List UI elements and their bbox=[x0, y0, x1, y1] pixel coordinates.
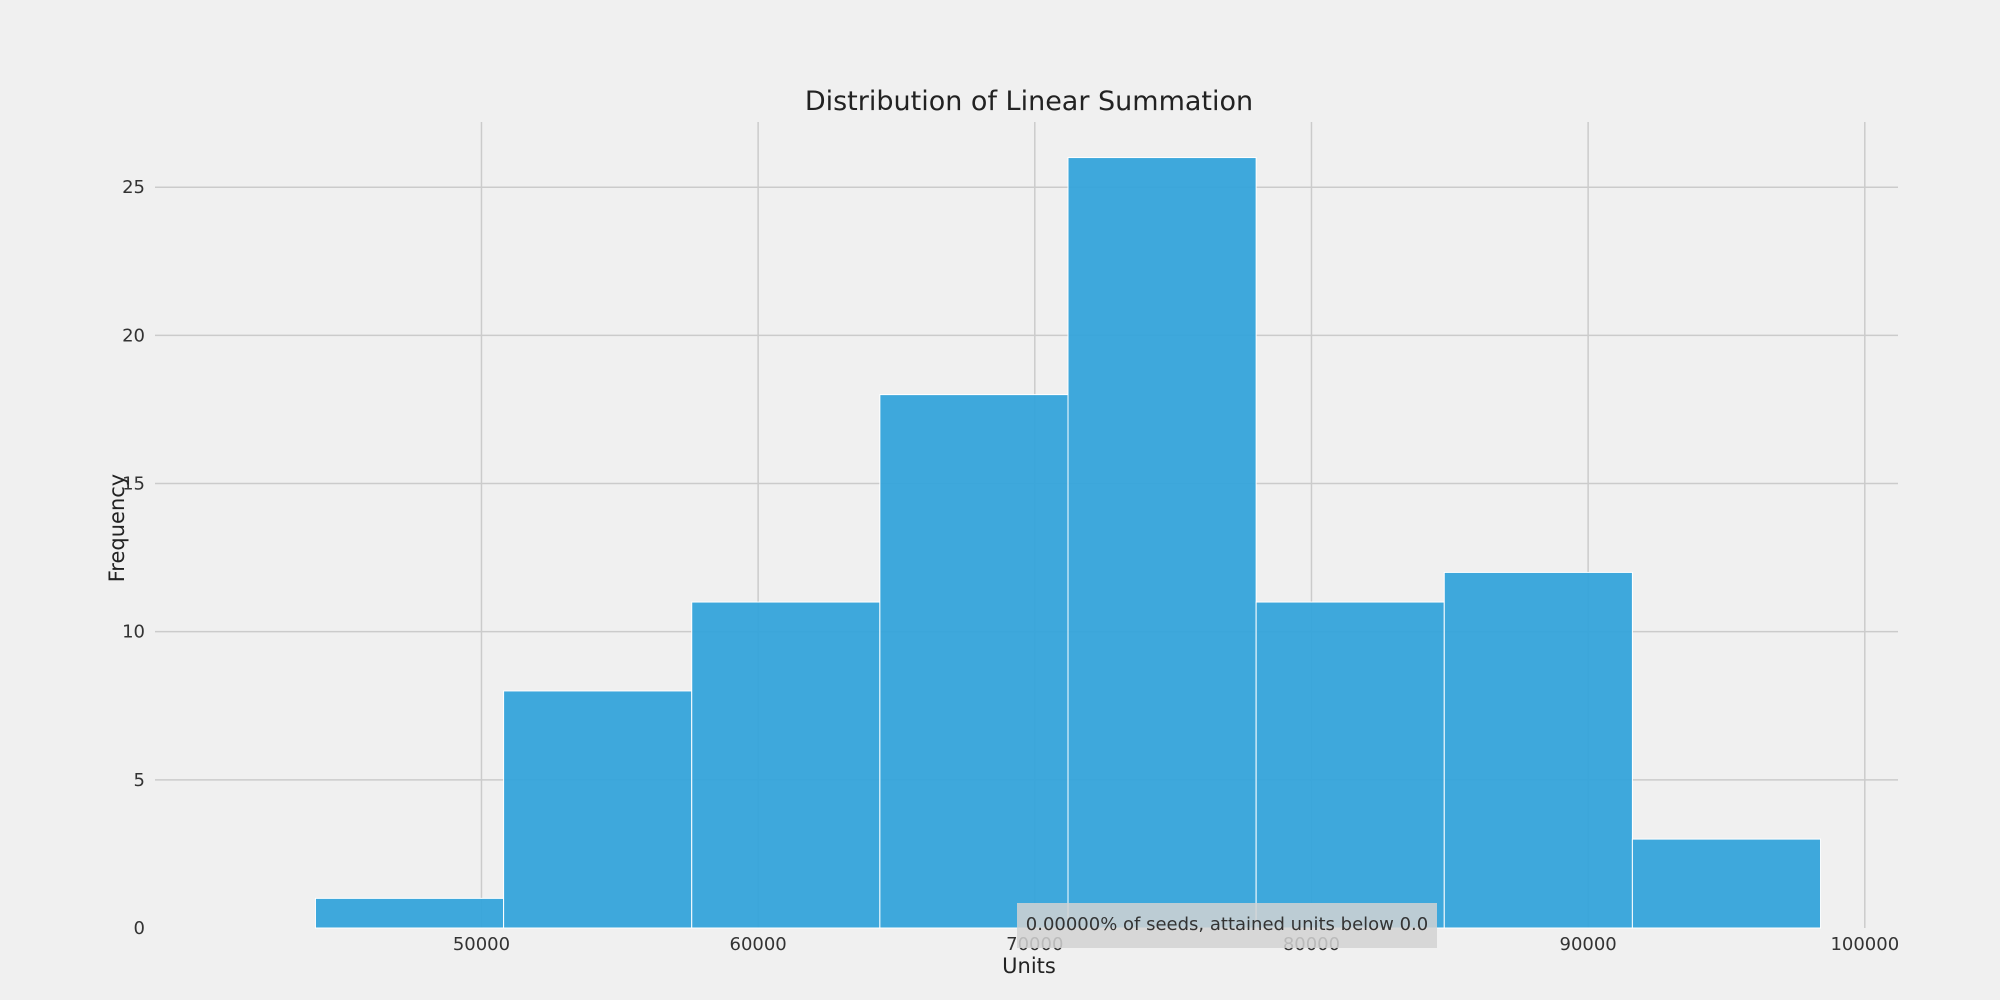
y-tick-label: 25 bbox=[122, 177, 145, 198]
histogram-bar bbox=[691, 601, 881, 929]
y-tick-label: 20 bbox=[122, 325, 145, 346]
x-tick-label: 50000 bbox=[453, 934, 510, 955]
bars bbox=[314, 157, 1822, 929]
x-tick-label: 60000 bbox=[730, 934, 787, 955]
x-tick-label: 100000 bbox=[1830, 934, 1899, 955]
histogram-bar bbox=[1255, 601, 1445, 929]
histogram-bar bbox=[1443, 571, 1633, 929]
y-tick-label: 5 bbox=[134, 770, 145, 791]
histogram-bar bbox=[1067, 157, 1257, 929]
y-tick-label: 0 bbox=[134, 918, 145, 939]
x-tick-label: 90000 bbox=[1560, 934, 1617, 955]
x-axis-label: Units bbox=[1002, 954, 1056, 978]
histogram-bar bbox=[503, 690, 693, 929]
y-axis-label: Frequency bbox=[105, 474, 129, 583]
annotation-background bbox=[1017, 903, 1437, 948]
histogram-bar bbox=[314, 897, 505, 929]
histogram-bar bbox=[879, 394, 1069, 929]
y-tick-label: 15 bbox=[122, 474, 145, 495]
annotation-box: 0.00000% of seeds, attained units below … bbox=[1017, 903, 1437, 948]
histogram-bar bbox=[1631, 838, 1822, 929]
chart-title: Distribution of Linear Summation bbox=[805, 86, 1253, 117]
annotation-text: 0.00000% of seeds, attained units below … bbox=[1026, 914, 1428, 935]
y-tick-label: 10 bbox=[122, 622, 145, 643]
